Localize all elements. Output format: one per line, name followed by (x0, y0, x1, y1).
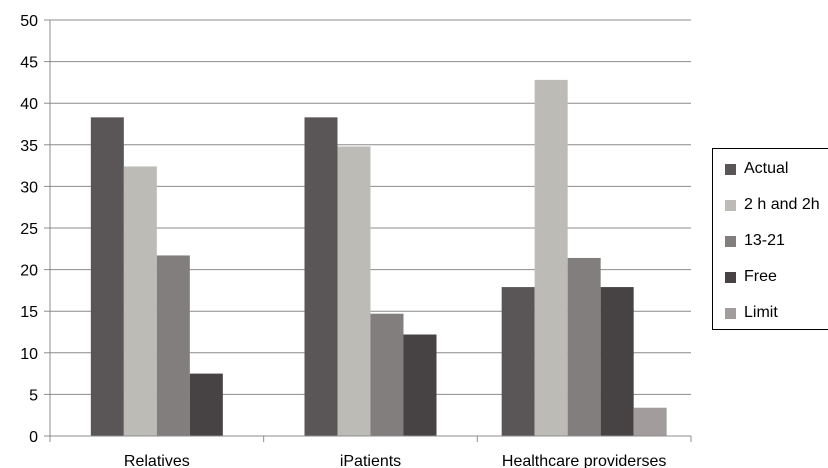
y-tick-label: 5 (29, 387, 38, 404)
bar-13-21-healthcare-providerses (567, 257, 601, 436)
legend-label-2h-and-2h: 2 h and 2h (744, 196, 820, 213)
y-tick-label: 10 (20, 346, 38, 363)
legend-swatch-actual (725, 163, 736, 175)
bar-free-healthcare-providerses (600, 287, 634, 436)
y-tick-label: 25 (20, 221, 38, 238)
x-tick-label: Relatives (124, 453, 190, 468)
y-tick-label: 30 (20, 179, 38, 196)
x-tick-labels: Relatives iPatients Healthcare providerses (124, 453, 667, 468)
legend-swatch-2h-and-2h (725, 199, 736, 211)
bar-2-h-and-2h-relatives (123, 166, 157, 436)
bar-13-21-ipatients (370, 313, 404, 436)
legend-label-limit: Limit (744, 304, 778, 321)
bar-actual-ipatients (304, 117, 338, 437)
bar-actual-healthcare-providerses (501, 287, 535, 436)
bar-2-h-and-2h-ipatients (337, 146, 371, 437)
bar-2-h-and-2h-healthcare-providerses (534, 79, 568, 437)
legend-swatch-13-21 (725, 235, 736, 247)
legend-label-actual: Actual (744, 160, 789, 177)
bar-13-21-relatives (156, 255, 190, 436)
legend-item-2h-and-2h: 2 h and 2h (713, 195, 820, 215)
axes (49, 20, 692, 442)
legend-swatch-free (725, 271, 736, 283)
legend: Actual 2 h and 2h 13-21 Free Limit (712, 148, 828, 330)
legend-item-limit: Limit (713, 303, 778, 323)
y-tick-label: 0 (29, 429, 38, 446)
y-tick-label: 20 (20, 263, 38, 280)
legend-item-actual: Actual (713, 159, 788, 179)
y-tick-labels: 0 5 10 15 20 25 30 35 40 45 50 (20, 13, 38, 446)
x-tick-label: iPatients (340, 453, 401, 468)
legend-label-free: Free (744, 268, 777, 285)
bar-free-ipatients (403, 334, 437, 436)
legend-label-13-21: 13-21 (744, 232, 785, 249)
legend-item-free: Free (713, 267, 777, 287)
y-tick-label: 40 (20, 96, 38, 113)
y-tick-label: 50 (20, 13, 38, 30)
y-tick-label: 45 (20, 55, 38, 72)
bars (90, 79, 667, 437)
y-tick-label: 35 (20, 138, 38, 155)
y-tick-label: 15 (20, 304, 38, 321)
bar-free-relatives (189, 373, 223, 436)
bar-limit-healthcare-providerses (633, 407, 667, 436)
bar-actual-relatives (90, 117, 124, 437)
legend-swatch-limit (725, 307, 736, 319)
x-tick-label: Healthcare providerses (502, 453, 667, 468)
legend-item-13-21: 13-21 (713, 231, 785, 251)
